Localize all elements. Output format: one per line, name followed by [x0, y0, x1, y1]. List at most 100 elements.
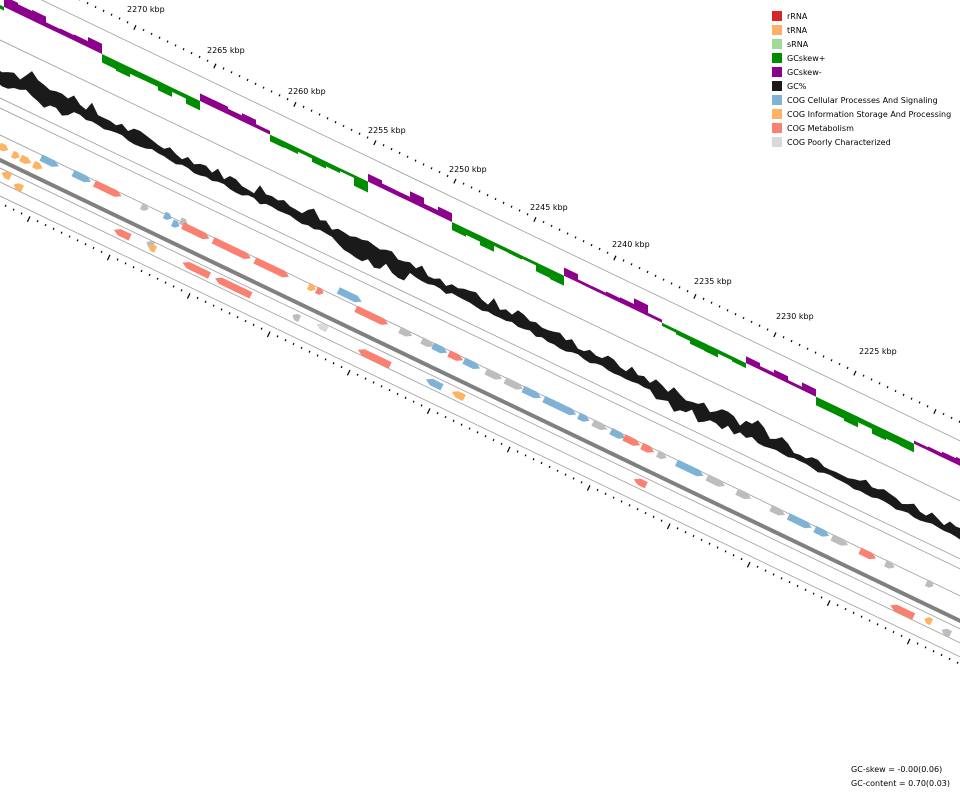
- ruler-minor-tick: [822, 355, 825, 358]
- ruler-minor-tick: [598, 247, 601, 251]
- gc-skew-minus-segment: [214, 100, 228, 115]
- ruler-major-tick: [293, 101, 297, 107]
- ruler-minor-tick-inner: [532, 458, 535, 461]
- reverse-gene-cog_cellular: [425, 378, 444, 391]
- ruler-minor-tick-inner: [676, 527, 679, 530]
- ruler-minor-tick: [390, 147, 393, 151]
- forward-gene-cog_unknown_gray: [769, 504, 786, 516]
- ruler-minor-tick-inner: [196, 296, 199, 300]
- ruler-minor-tick-inner: [692, 534, 695, 538]
- ruler-minor-tick-inner: [412, 400, 415, 403]
- ruler-minor-tick: [518, 209, 521, 212]
- ruler-minor-tick-inner: [12, 208, 15, 211]
- ruler-minor-tick-inner: [860, 615, 863, 618]
- ruler-minor-tick: [886, 385, 889, 389]
- ruler-tick-label: 2245 kbp: [530, 203, 568, 212]
- ruler-minor-tick: [542, 220, 545, 224]
- forward-gene-cog_cellular: [542, 395, 577, 416]
- gc-skew-plus-segment: [508, 248, 522, 260]
- ruler-minor-tick-inner: [916, 642, 919, 645]
- ruler-minor-tick-inner: [572, 477, 575, 480]
- gc-skew-plus-segment: [130, 67, 144, 81]
- reverse-gene-cog_information: [13, 183, 24, 192]
- gc-skew-plus-segment: [340, 168, 354, 178]
- ruler-major-tick: [533, 217, 537, 223]
- reverse-gene-cog_metabolism: [182, 262, 211, 279]
- forward-gene-cog_metabolism: [93, 180, 122, 197]
- ruler-minor-tick-inner: [492, 438, 495, 442]
- ruler-minor-tick: [430, 167, 433, 170]
- gc-skew-minus-segment: [228, 108, 242, 122]
- legend-swatch: [772, 137, 782, 147]
- ruler-minor-tick: [662, 278, 665, 281]
- ruler-minor-tick-inner: [324, 358, 327, 361]
- ruler-minor-tick-inner: [876, 623, 879, 626]
- ruler-minor-tick: [686, 289, 689, 293]
- ruler-minor-tick: [510, 205, 513, 208]
- ruler-minor-tick: [270, 90, 273, 93]
- reverse-gene-cog_information: [148, 244, 158, 253]
- forward-gene-cog_metabolism: [354, 305, 389, 325]
- gc-skew-plus-segment: [172, 87, 186, 99]
- ruler-minor-tick: [582, 240, 585, 243]
- ruler-minor-tick: [118, 17, 121, 20]
- gc-skew-minus-segment: [606, 291, 620, 303]
- ruler-minor-tick-inner: [932, 650, 935, 653]
- ruler-major-tick-inner: [746, 561, 751, 568]
- ruler-minor-tick-inner: [140, 269, 143, 273]
- ruler-minor-tick: [486, 193, 489, 197]
- legend-label: rRNA: [787, 11, 808, 21]
- ruler-minor-tick-inner: [660, 519, 663, 522]
- forward-gene-cog_information: [10, 150, 20, 159]
- gc-skew-minus-segment: [578, 279, 592, 290]
- ruler-minor-tick-inner: [4, 204, 7, 207]
- genome-backbone: [0, 157, 960, 624]
- ruler-minor-tick: [894, 389, 897, 393]
- ruler-minor-tick-inner: [612, 496, 615, 499]
- ruler-major-tick-inner: [506, 446, 511, 453]
- gc-content-band: [0, 70, 960, 540]
- ruler-minor-tick-inner: [892, 630, 895, 634]
- ruler-minor-tick-inner: [620, 500, 623, 503]
- ruler-major-tick-inner: [586, 484, 591, 491]
- ruler-major-tick-inner: [426, 408, 431, 415]
- ruler-minor-tick-inner: [788, 580, 791, 584]
- ruler-minor-tick: [758, 324, 761, 327]
- legend-label: COG Cellular Processes And Signaling: [787, 95, 938, 105]
- gc-skew-plus-segment: [536, 262, 550, 278]
- legend-swatch: [772, 67, 782, 77]
- forward-gene-cog_metabolism: [314, 286, 324, 295]
- ruler-minor-tick-inner: [460, 423, 463, 426]
- ruler-minor-tick: [398, 151, 401, 155]
- legend-item-rrna: rRNA: [772, 9, 951, 23]
- ruler-minor-tick: [222, 67, 225, 70]
- gc-skew-plus-segment: [186, 94, 200, 111]
- ruler-minor-tick-inner: [652, 515, 655, 518]
- gc-skew-plus-segment: [886, 430, 900, 446]
- ruler-minor-tick-inner: [244, 319, 247, 323]
- position-ruler: 2270 kbp 2265 kbp 2260 kbp 2255 kbp 2250 kbp…: [4, 0, 960, 664]
- ruler-minor-tick-inner: [732, 554, 735, 557]
- forward-gene-cog_unknown_gray: [591, 419, 608, 430]
- ruler-minor-tick-inner: [228, 312, 231, 315]
- ruler-minor-tick-inner: [684, 531, 687, 534]
- gc-skew-minus-segment: [648, 312, 662, 323]
- ruler-minor-tick: [718, 305, 721, 308]
- gc-skew-minus-segment: [438, 206, 452, 222]
- ruler-minor-tick: [670, 282, 673, 285]
- gc-skew-plus-segment: [0, 4, 4, 11]
- forward-gene-cog_cellular: [786, 513, 812, 529]
- gc-skew-minus-segment: [32, 9, 46, 28]
- forward-gene-cog_cellular: [431, 342, 448, 354]
- ruler-minor-tick-inner: [84, 243, 87, 246]
- ruler-minor-tick-inner: [292, 342, 295, 346]
- ruler-major-tick-inner: [266, 331, 271, 338]
- forward-gene-cog_information: [32, 160, 43, 170]
- gc-skew-minus-segment: [18, 4, 32, 21]
- gc-skew-plus-segment: [550, 269, 564, 286]
- ruler-tick-label: 2270 kbp: [127, 5, 165, 14]
- ruler-minor-tick-inner: [252, 323, 255, 326]
- ruler-minor-tick: [646, 270, 649, 274]
- ruler-minor-tick-inner: [780, 577, 783, 580]
- forward-gene-cog_unknown_gray: [735, 488, 752, 500]
